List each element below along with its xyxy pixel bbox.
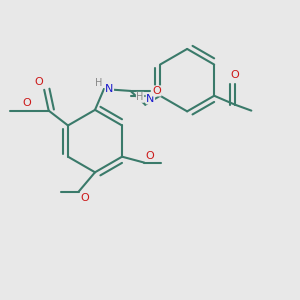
Text: O: O: [80, 193, 89, 203]
Text: H: H: [95, 79, 102, 88]
Text: O: O: [34, 77, 43, 87]
Text: O: O: [22, 98, 31, 108]
Text: O: O: [152, 86, 161, 96]
Text: N: N: [146, 94, 154, 104]
Text: O: O: [145, 151, 154, 161]
Text: O: O: [231, 70, 239, 80]
Text: H: H: [136, 92, 144, 102]
Text: N: N: [105, 84, 113, 94]
